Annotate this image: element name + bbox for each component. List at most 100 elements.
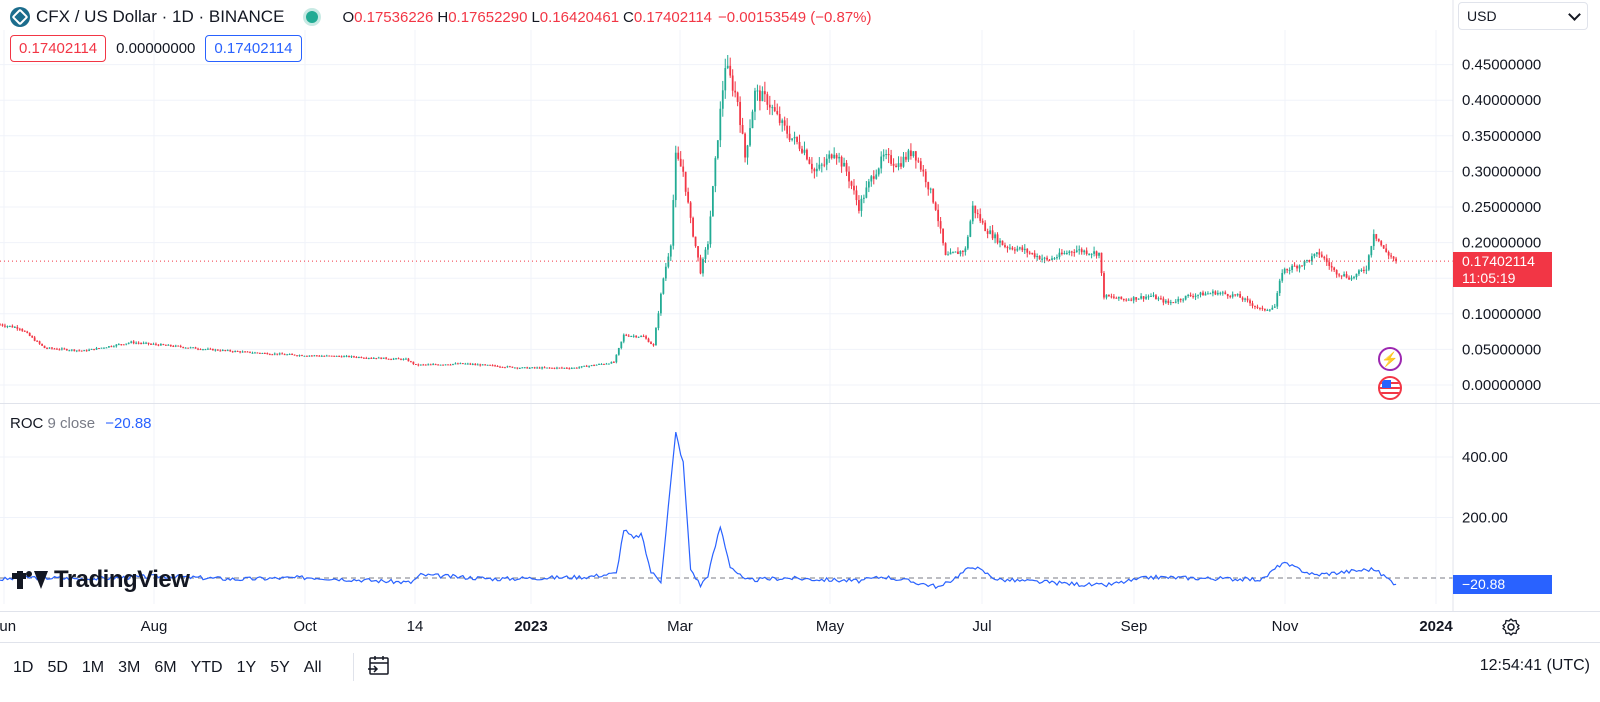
candle-body <box>615 354 618 363</box>
candle-body <box>1325 258 1328 263</box>
time-axis[interactable]: Jun Aug Oct 14 2023 Mar May Jul Sep Nov … <box>0 612 1455 642</box>
candle-body <box>192 347 194 349</box>
candle-body <box>1132 297 1135 301</box>
candle-body <box>637 336 640 338</box>
candle-body <box>877 168 880 175</box>
candle-body <box>268 354 271 356</box>
chart-canvas[interactable]: 0.000000000.050000000.100000000.15000000… <box>0 0 1600 612</box>
range-all-button[interactable]: All <box>299 657 327 679</box>
candle-body <box>308 355 311 357</box>
candle-body <box>538 367 541 369</box>
candle-body <box>112 346 115 348</box>
candle-body <box>75 350 78 352</box>
sell-button[interactable]: 0.17402114 <box>10 35 107 62</box>
utc-clock[interactable]: 12:54:41 (UTC) <box>1479 657 1590 674</box>
candle-body <box>1234 294 1237 296</box>
us-flag-event-icon[interactable] <box>1378 376 1402 400</box>
candle-body <box>1382 245 1385 249</box>
candle-body <box>1103 273 1105 298</box>
candle-body <box>595 364 598 366</box>
candle-body <box>395 358 397 360</box>
range-5y-button[interactable]: 5Y <box>265 657 295 679</box>
candle-body <box>362 357 365 359</box>
candle-body <box>53 348 56 350</box>
candle-body <box>31 335 34 338</box>
candle-body <box>902 156 905 167</box>
candle-body <box>521 367 524 369</box>
time-tick: 14 <box>406 618 424 635</box>
candle-body <box>283 354 286 356</box>
candle-body <box>1333 267 1336 271</box>
candle-body <box>1150 295 1152 297</box>
candle-body <box>424 364 427 366</box>
candle-body <box>266 353 269 355</box>
candle-body <box>199 349 202 351</box>
candle-body <box>1041 258 1044 260</box>
candle-body <box>1224 292 1227 295</box>
lightning-event-icon[interactable]: ⚡ <box>1378 347 1402 371</box>
roc-params: 9 close <box>47 415 96 432</box>
range-ytd-button[interactable]: YTD <box>186 657 228 679</box>
candle-body <box>588 365 591 367</box>
candle-body <box>293 354 296 356</box>
go-to-date-icon[interactable] <box>366 653 392 679</box>
settings-gear-icon[interactable] <box>1500 616 1522 638</box>
candle-body <box>929 188 932 190</box>
candle-body <box>236 350 239 352</box>
candle-body <box>672 200 675 246</box>
range-1y-button[interactable]: 1Y <box>232 657 262 679</box>
candle-body <box>58 349 61 351</box>
candle-body <box>1083 250 1086 253</box>
candle-body <box>531 367 534 369</box>
roc-tick-label: 400.00 <box>1462 449 1508 466</box>
candle-body <box>254 352 256 354</box>
range-6m-button[interactable]: 6M <box>149 657 181 679</box>
candle-body <box>771 107 774 109</box>
candle-body <box>749 128 751 146</box>
buy-button[interactable]: 0.17402114 <box>205 35 302 62</box>
candle-body <box>1048 259 1051 261</box>
candle-body <box>320 355 323 357</box>
candle-body <box>679 158 682 167</box>
candle-body <box>994 234 996 239</box>
candle-body <box>108 346 110 348</box>
range-1d-button[interactable]: 1D <box>8 657 38 679</box>
candle-body <box>164 344 167 346</box>
market-status-icon[interactable] <box>306 11 319 23</box>
candle-body <box>709 216 712 245</box>
candle-body <box>1301 265 1303 267</box>
candle-body <box>1246 298 1249 301</box>
candle-body <box>1004 245 1006 247</box>
candle-body <box>16 326 19 329</box>
candle-body <box>867 181 870 188</box>
candle-body <box>583 365 586 367</box>
candle-body <box>808 159 811 164</box>
range-1m-button[interactable]: 1M <box>77 657 109 679</box>
range-5d-button[interactable]: 5D <box>42 657 72 679</box>
candle-body <box>986 231 989 234</box>
candle-body <box>575 367 578 369</box>
candle-body <box>536 367 539 369</box>
candle-body <box>127 342 130 344</box>
candle-body <box>1335 270 1338 275</box>
candle-body <box>1108 294 1110 297</box>
candle-body <box>1046 257 1048 260</box>
candle-body <box>1162 298 1165 303</box>
time-tick: Mar <box>667 618 693 635</box>
symbol-title[interactable]: CFX / US Dollar · 1D · BINANCE <box>36 7 285 26</box>
currency-select[interactable]: USD <box>1458 2 1588 30</box>
candle-body <box>241 351 244 353</box>
candle-body <box>1140 296 1143 299</box>
candle-body <box>1231 294 1234 297</box>
candle-body <box>1380 241 1383 246</box>
candle-body <box>400 358 402 360</box>
range-3m-button[interactable]: 3M <box>113 657 145 679</box>
candle-body <box>1068 251 1071 253</box>
candle-body <box>333 355 336 357</box>
candle-body <box>103 347 105 349</box>
candle-body <box>768 104 771 108</box>
roc-legend[interactable]: ROC 9 close −20.88 <box>10 415 152 432</box>
close-value: 0.17402114 <box>633 8 713 26</box>
candle-body <box>707 244 709 250</box>
candle-body <box>976 213 979 215</box>
